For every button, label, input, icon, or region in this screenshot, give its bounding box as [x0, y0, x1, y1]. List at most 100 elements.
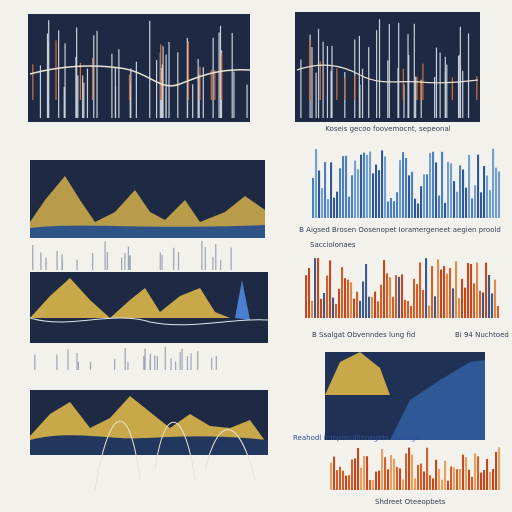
decorative-bar: [413, 278, 416, 318]
decorative-bar: [165, 54, 167, 118]
decorative-bar: [432, 151, 435, 218]
decorative-bar: [402, 152, 405, 218]
decorative-bar: [492, 148, 495, 218]
decorative-bar: [411, 171, 414, 218]
decorative-bar: [417, 464, 420, 490]
decorative-bar: [315, 72, 317, 118]
caption: Koseis gecoo foovemocnt, sepeonal: [325, 125, 450, 133]
decorative-bar: [47, 42, 49, 118]
decorative-bar: [154, 355, 156, 370]
decorative-bar: [378, 470, 381, 490]
decorative-bar: [181, 348, 183, 370]
decorative-bar: [405, 453, 408, 490]
decorative-bar: [300, 59, 302, 118]
decorative-bar: [441, 479, 444, 490]
area-blue: [30, 435, 268, 455]
decorative-bar: [450, 466, 453, 490]
decorative-bar: [462, 454, 465, 490]
decorative-bar: [425, 258, 428, 318]
decorative-bar: [91, 57, 94, 100]
decorative-bar: [462, 169, 465, 218]
decorative-bar: [318, 170, 321, 218]
decorative-bar: [396, 192, 399, 218]
caption: Sacciolonaes: [310, 241, 356, 249]
decorative-bar: [311, 47, 313, 119]
decorative-bar: [451, 77, 453, 100]
decorative-bar: [473, 283, 476, 318]
decorative-bar: [432, 478, 435, 490]
decorative-bar: [336, 68, 338, 100]
decorative-bar: [34, 354, 36, 370]
decorative-bar: [330, 162, 333, 218]
decorative-bar: [351, 175, 354, 218]
decorative-bar: [348, 475, 351, 490]
decorative-bar: [170, 358, 172, 370]
decorative-bar: [404, 299, 407, 318]
decorative-bar: [474, 185, 477, 218]
decorative-bar: [413, 23, 415, 118]
decorative-bar: [214, 70, 216, 100]
decorative-bar: [441, 151, 444, 218]
decorative-bar: [323, 293, 326, 318]
decorative-bar: [480, 192, 483, 218]
decorative-bar: [372, 480, 375, 490]
decorative-bar: [488, 274, 491, 318]
decorative-bar: [402, 68, 404, 100]
decorative-bar: [86, 68, 89, 118]
decorative-bar: [380, 284, 383, 318]
decorative-bar: [324, 161, 327, 218]
decorative-bar: [341, 267, 344, 318]
decorative-bar: [465, 457, 468, 490]
decorative-bar: [159, 252, 161, 270]
decorative-bar: [497, 305, 500, 318]
decorative-bar: [369, 151, 372, 218]
decorative-bar: [220, 260, 222, 270]
decorative-bar: [329, 260, 332, 318]
decorative-bar: [124, 348, 126, 370]
decorative-bar: [444, 202, 447, 218]
decorative-bar: [359, 300, 362, 318]
decorative-bar: [76, 27, 78, 118]
decorative-bar: [401, 274, 404, 318]
decorative-bar: [429, 153, 432, 218]
decorative-bar: [162, 46, 164, 118]
decorative-bar: [398, 276, 401, 318]
decorative-bar: [199, 66, 201, 100]
decorative-bar: [393, 201, 396, 218]
decorative-bar: [320, 298, 323, 318]
decorative-bar: [420, 80, 422, 100]
decorative-bar: [470, 263, 473, 318]
decorative-bar: [120, 257, 123, 270]
decorative-bar: [77, 75, 79, 118]
decorative-bar: [387, 201, 390, 218]
decorative-bar: [32, 64, 34, 100]
decorative-bar: [467, 263, 470, 318]
decorative-bar: [389, 277, 392, 318]
decorative-bar: [471, 198, 474, 218]
decorative-bar: [434, 296, 437, 318]
decorative-bar: [319, 61, 321, 100]
decorative-bar: [446, 273, 449, 318]
decorative-bar: [336, 470, 339, 490]
decorative-bar: [387, 60, 389, 118]
decorative-bar: [309, 40, 311, 100]
decorative-bar: [476, 262, 479, 318]
decorative-bar: [428, 305, 431, 318]
decorative-bar: [314, 258, 317, 318]
decorative-bar: [447, 480, 450, 490]
decorative-bar: [375, 471, 378, 490]
decorative-bar: [129, 83, 131, 118]
wave-line: [29, 65, 251, 87]
decorative-bar: [93, 35, 95, 118]
decorative-bar: [371, 296, 374, 318]
decorative-bar: [398, 22, 400, 119]
decorative-bar: [426, 174, 429, 218]
decorative-bar: [491, 293, 494, 318]
decorative-bar: [359, 84, 361, 118]
decorative-bar: [344, 78, 346, 100]
decorative-bar: [326, 275, 329, 318]
decorative-bar: [46, 33, 49, 118]
decorative-bar: [440, 269, 443, 318]
decorative-bar: [407, 34, 409, 118]
decorative-bar: [368, 47, 370, 119]
